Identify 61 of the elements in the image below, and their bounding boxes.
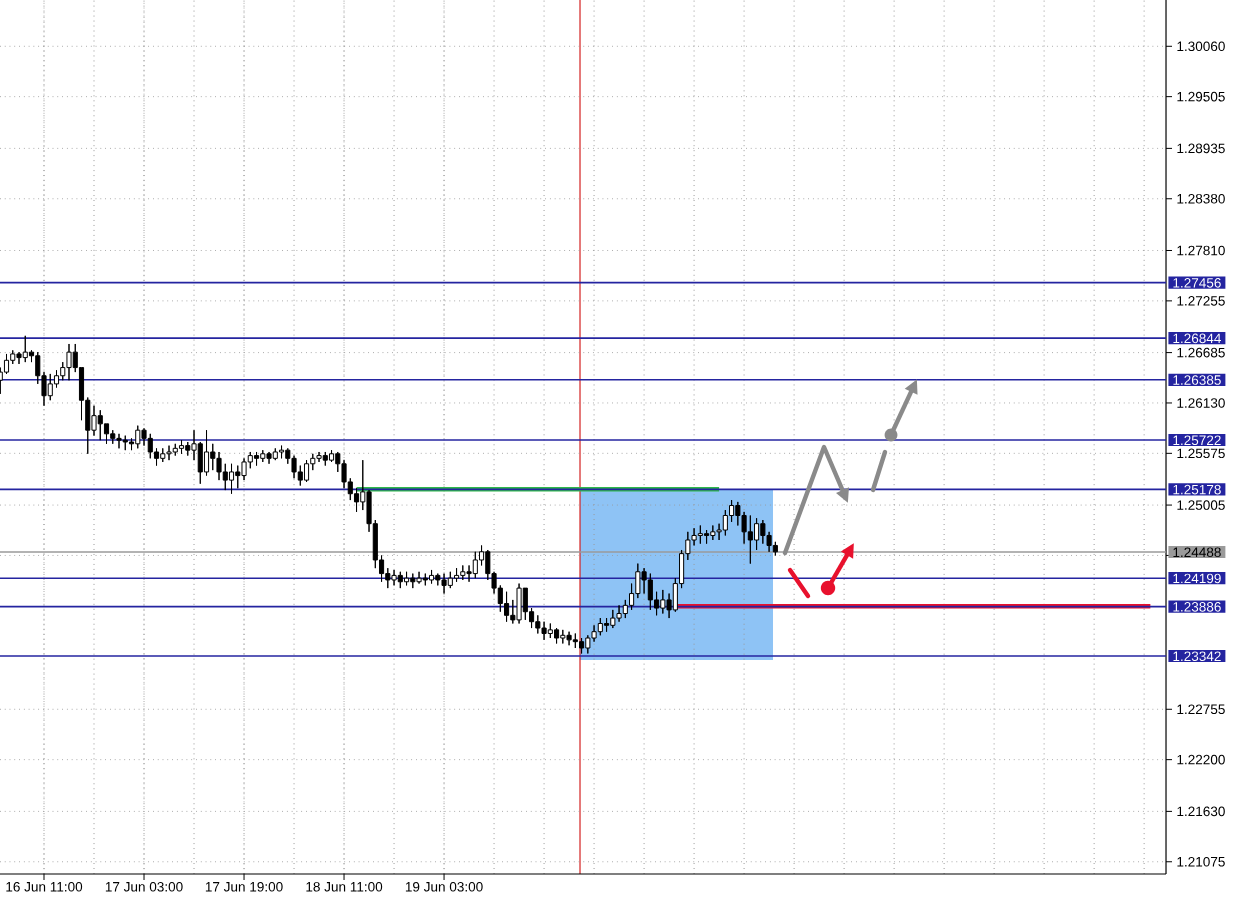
candlestick bbox=[278, 445, 285, 459]
candlestick bbox=[535, 614, 541, 634]
candlestick bbox=[241, 457, 247, 481]
candlestick bbox=[472, 551, 478, 579]
candlestick bbox=[316, 451, 322, 463]
candlestick bbox=[572, 632, 578, 649]
candlestick bbox=[597, 617, 603, 636]
candlestick bbox=[172, 443, 178, 457]
candlestick bbox=[135, 425, 141, 449]
candlestick bbox=[616, 604, 622, 623]
candlestick bbox=[166, 445, 172, 461]
candlestick bbox=[747, 515, 753, 565]
candlestick bbox=[260, 449, 266, 463]
candlestick bbox=[253, 451, 260, 467]
candlestick bbox=[97, 409, 103, 441]
candlestick bbox=[122, 435, 128, 451]
candlestick bbox=[397, 571, 403, 589]
candlestick bbox=[22, 335, 28, 363]
candlestick bbox=[160, 447, 166, 463]
candlestick bbox=[453, 567, 460, 583]
candlestick bbox=[760, 519, 766, 545]
candlestick bbox=[647, 573, 653, 611]
candlestick bbox=[697, 524, 703, 545]
candlestick bbox=[516, 583, 522, 625]
candlestick bbox=[522, 587, 528, 621]
candlestick bbox=[47, 373, 53, 401]
candlestick bbox=[303, 459, 310, 483]
candlestick bbox=[410, 573, 416, 589]
candlestick bbox=[147, 433, 153, 459]
candlestick bbox=[391, 569, 397, 586]
candlestick bbox=[710, 524, 716, 541]
candlestick bbox=[441, 573, 447, 595]
candlestick bbox=[322, 451, 328, 467]
candlestick bbox=[228, 463, 235, 495]
candlestick bbox=[266, 451, 272, 465]
candlestick bbox=[660, 589, 666, 615]
candlestick bbox=[704, 529, 710, 545]
candlestick bbox=[203, 429, 210, 477]
candlestick bbox=[504, 591, 510, 623]
candlestick bbox=[235, 465, 241, 489]
candlestick bbox=[422, 573, 428, 586]
candlestick bbox=[428, 569, 435, 585]
candlestick bbox=[560, 629, 566, 644]
candlestick bbox=[110, 429, 116, 445]
candlestick bbox=[116, 433, 122, 449]
candlestick bbox=[447, 571, 453, 589]
candlestick bbox=[554, 627, 560, 644]
candlestick bbox=[416, 571, 422, 585]
candlestick bbox=[272, 447, 278, 461]
candlestick bbox=[291, 455, 297, 479]
candlestick bbox=[66, 343, 72, 381]
candlestick bbox=[604, 617, 610, 633]
candlestick bbox=[460, 564, 466, 581]
candlestick bbox=[541, 621, 547, 641]
candlestick bbox=[566, 631, 572, 646]
candlestick bbox=[579, 637, 585, 654]
candlestick bbox=[547, 623, 553, 639]
candlestick bbox=[403, 571, 410, 586]
candlestick bbox=[610, 609, 616, 629]
candlestick bbox=[435, 573, 441, 586]
candlestick bbox=[178, 439, 185, 455]
